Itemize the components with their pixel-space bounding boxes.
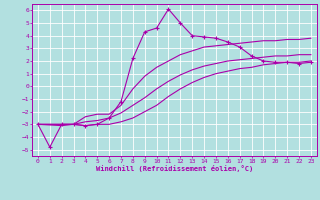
X-axis label: Windchill (Refroidissement éolien,°C): Windchill (Refroidissement éolien,°C)	[96, 165, 253, 172]
